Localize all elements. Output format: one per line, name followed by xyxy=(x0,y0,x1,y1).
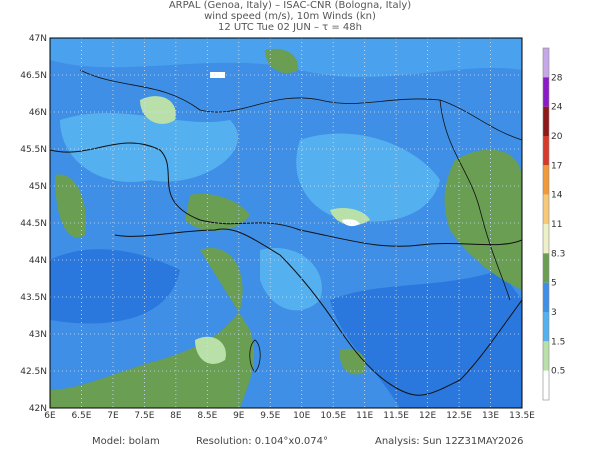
colorbar-label: 17 xyxy=(551,161,562,171)
lat-label: 45N xyxy=(29,182,47,192)
colorbar-segment xyxy=(543,224,549,254)
colorbar-segment xyxy=(543,106,549,136)
lat-label: 47N xyxy=(29,34,47,44)
colorbar-label: 14 xyxy=(551,191,563,201)
lon-label: 13E xyxy=(482,411,499,421)
lon-label: 11.5E xyxy=(383,411,409,421)
title-line: 12 UTC Tue 02 JUN – τ = 48h xyxy=(218,22,362,33)
colorbar-segment xyxy=(543,282,549,312)
colorbar-segment xyxy=(543,312,549,342)
lon-label: 10E xyxy=(293,411,310,421)
colorbar-label: 28 xyxy=(551,73,563,83)
title-line: ARPAL (Genoa, Italy) – ISAC-CNR (Bologna… xyxy=(169,0,411,11)
lon-label: 6E xyxy=(44,411,56,421)
colorbar-label: 24 xyxy=(551,103,563,113)
colorbar-segment xyxy=(543,341,549,371)
lon-label: 8E xyxy=(170,411,182,421)
colorbar-segment xyxy=(543,194,549,224)
lat-label: 44.5N xyxy=(20,219,47,229)
lon-label: 12E xyxy=(419,411,436,421)
lon-label: 12.5E xyxy=(446,411,472,421)
footer-analysis: Analysis: Sun 12Z31MAY2026 xyxy=(375,436,524,447)
colorbar-segment xyxy=(543,48,549,78)
colorbar: 28 24 20 17 14 11 8.3 5 3 1.5 0.5 xyxy=(542,47,565,401)
lat-label: 42N xyxy=(29,404,47,414)
lon-label: 7E xyxy=(107,411,119,421)
colorbar-segment xyxy=(543,253,549,283)
colorbar-segment xyxy=(543,370,549,400)
map-field xyxy=(50,38,522,408)
map-frame xyxy=(49,37,523,409)
colorbar-segment xyxy=(543,165,549,195)
lat-label: 45.5N xyxy=(20,145,47,155)
graticule: 47N 46.5N 46N 45.5N 45N 44.5N 44N 43.5N 43N 42.5N… xyxy=(20,34,535,421)
footer-resolution: Resolution: 0.104°x0.074° xyxy=(196,436,328,447)
lon-label: 13.5E xyxy=(509,411,535,421)
lat-label: 42.5N xyxy=(20,367,47,377)
lat-label: 43.5N xyxy=(20,293,47,303)
colorbar-label: 3 xyxy=(551,308,557,318)
lat-label: 44N xyxy=(29,256,47,266)
lon-label: 10.5E xyxy=(320,411,346,421)
lat-label: 46N xyxy=(29,108,47,118)
colorbar-label: 20 xyxy=(551,132,563,142)
colorbar-segment xyxy=(543,77,549,107)
title-line: wind speed (m/s), 10m Winds (kn) xyxy=(204,11,376,22)
colorbar-label: 11 xyxy=(551,220,562,230)
lon-label: 7.5E xyxy=(134,411,154,421)
colorbar-label: 8.3 xyxy=(551,249,565,259)
lon-label: 8.5E xyxy=(197,411,217,421)
lat-label: 43N xyxy=(29,330,47,340)
lon-label: 6.5E xyxy=(71,411,91,421)
colorbar-label: 1.5 xyxy=(551,337,565,347)
lat-label: 46.5N xyxy=(20,71,47,81)
lon-label: 9E xyxy=(233,411,245,421)
colorbar-segment xyxy=(543,136,549,166)
colorbar-label: 0.5 xyxy=(551,367,565,377)
colorbar-frame xyxy=(542,47,550,401)
lon-label: 11E xyxy=(356,411,373,421)
colorbar-label: 5 xyxy=(551,279,557,289)
lon-label: 9.5E xyxy=(260,411,280,421)
footer-model: Model: bolam xyxy=(92,436,160,447)
